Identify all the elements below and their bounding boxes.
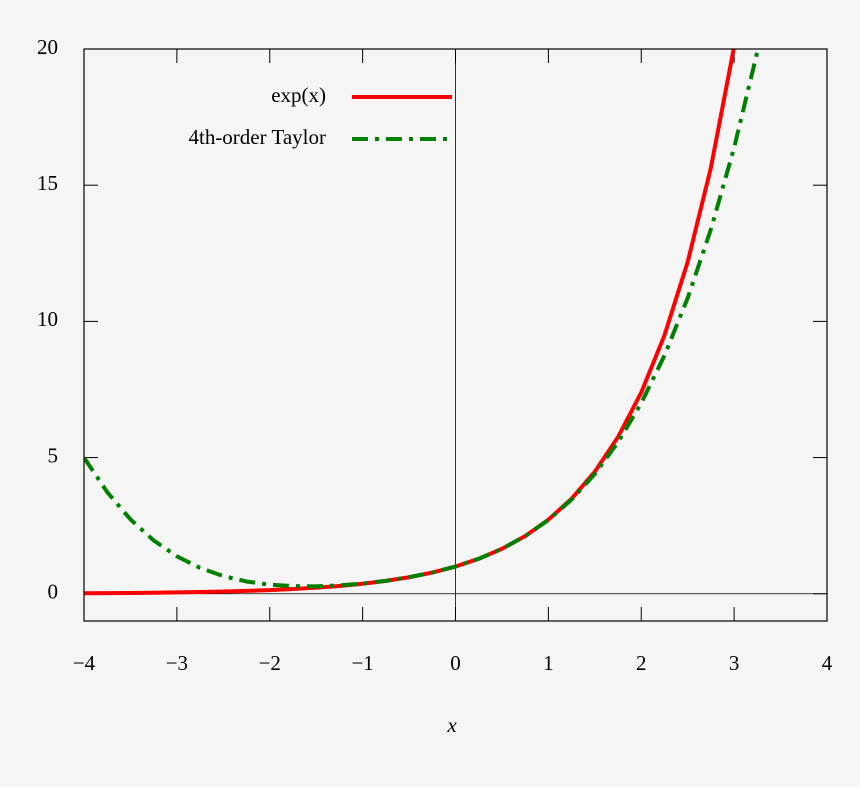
y-tick-label: 0	[48, 580, 59, 604]
x-tick-label: 0	[450, 651, 461, 675]
x-tick-label: 4	[822, 651, 833, 675]
legend-label: 4th-order Taylor	[188, 125, 326, 149]
plot-frame	[83, 48, 828, 622]
y-tick-label: 15	[37, 171, 58, 195]
x-tick-label: −3	[166, 651, 188, 675]
x-tick-label: 1	[543, 651, 554, 675]
x-tick-label: −4	[73, 651, 96, 675]
y-tick-label: 10	[37, 307, 58, 331]
y-tick-label: 20	[37, 35, 58, 59]
x-tick-label: −2	[259, 651, 281, 675]
x-tick-label: 2	[636, 651, 647, 675]
legend-label: exp(x)	[271, 83, 326, 107]
x-tick-label: −1	[351, 651, 373, 675]
line-series	[84, 49, 760, 589]
plot-area	[84, 49, 760, 596]
y-tick-label: 5	[48, 443, 59, 467]
x-axis-label: x	[446, 713, 457, 737]
line-series	[84, 49, 736, 596]
x-tick-label: 3	[729, 651, 740, 675]
